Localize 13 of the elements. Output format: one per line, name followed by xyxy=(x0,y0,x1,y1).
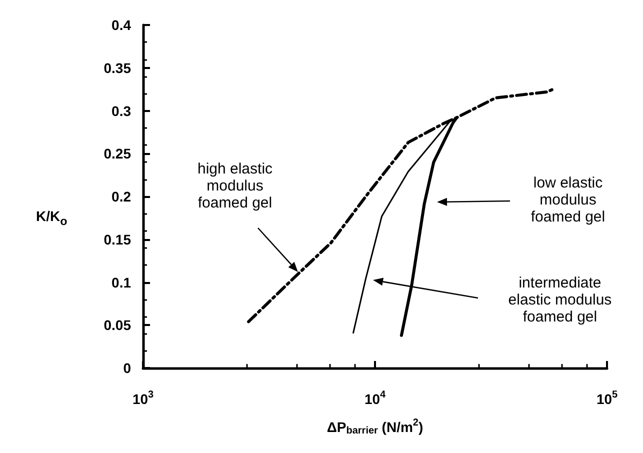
y-tick-label: 0.15 xyxy=(104,231,132,248)
y-axis-title: K/K$_{o}$ xyxy=(36,208,68,228)
annotation: intermediate elastic modulus foamed gel xyxy=(508,274,612,326)
y-tick-label: 0.3 xyxy=(112,102,132,119)
y-tick-label: 0.1 xyxy=(112,274,132,290)
y-tick-label: 0.2 xyxy=(112,188,132,204)
y-tick-label: 0.4 xyxy=(112,17,132,33)
y-tick-label: 0.35 xyxy=(104,60,132,76)
y-tick-label: 0 xyxy=(123,360,132,376)
annotation: high elastic modulus foamed gel xyxy=(197,160,273,212)
annotation: low elastic modulus foamed gel xyxy=(530,174,606,226)
y-tick-label: 0.05 xyxy=(104,317,132,334)
y-tick-label: 0.25 xyxy=(104,146,132,162)
